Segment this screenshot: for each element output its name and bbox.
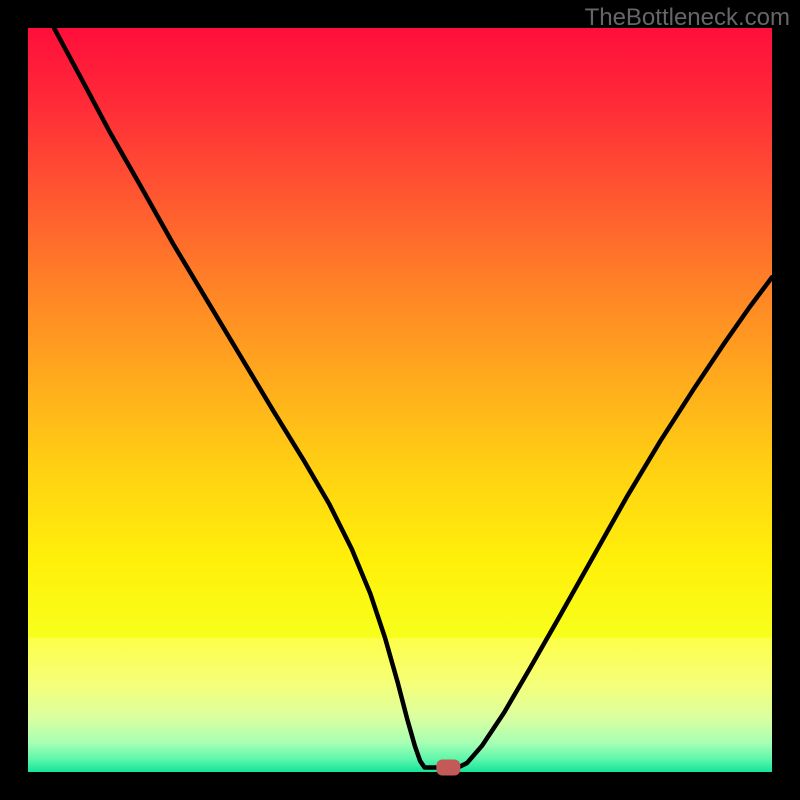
- chart-bottom-band: [28, 638, 772, 772]
- optimal-point-marker: [436, 760, 460, 776]
- bottleneck-chart: TheBottleneck.com: [0, 0, 800, 800]
- chart-svg: [0, 0, 800, 800]
